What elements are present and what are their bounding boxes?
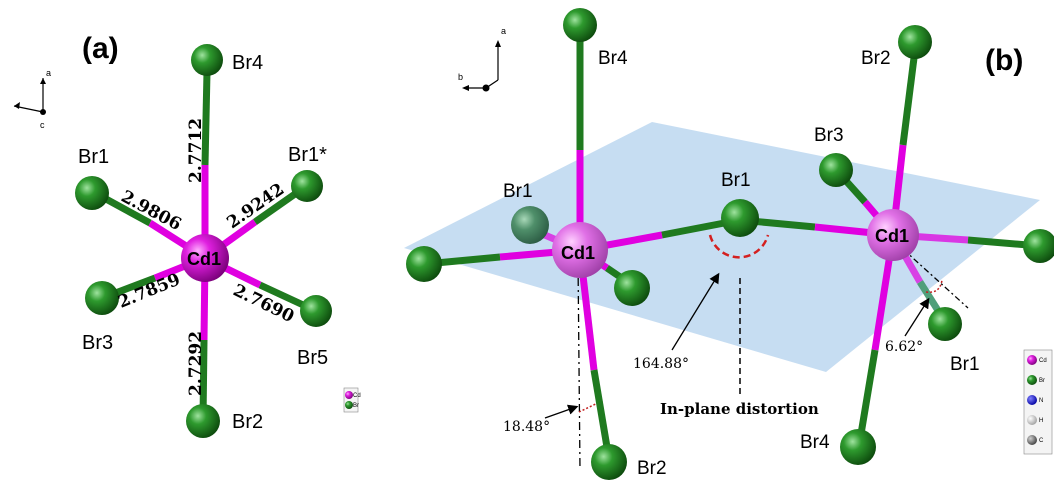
axis-line-left (577, 259, 581, 471)
legend-a-br-icon (345, 401, 353, 409)
axis-arrowhead-left (14, 102, 20, 109)
label-br1-b-bridge: Br1 (721, 170, 751, 191)
label-br1s-a: Br1* (288, 144, 327, 166)
angle-right-text: 6.62° (885, 339, 923, 355)
angle-bridge-text: 164.88° (633, 356, 689, 372)
label-cd1-b-right: Cd1 (875, 226, 909, 246)
label-br2-a: Br2 (232, 411, 263, 433)
atom-br5-a (300, 295, 332, 327)
panel-b-label: (b) (985, 44, 1023, 77)
atom-br3-b-right (819, 153, 853, 187)
bond-b-cdr-br2-br (899, 49, 919, 146)
axis-a-label: a (46, 68, 51, 78)
atom-br1-a (75, 176, 109, 210)
distortion-caption: In-plane distortion (660, 400, 819, 418)
legend-b-c: C (1039, 438, 1044, 444)
axis-b-a-label: a (501, 26, 506, 36)
atom-br-b-far-left (406, 246, 442, 282)
atom-br1-b-bridge (721, 199, 759, 237)
label-br1-b-left: Br1 (503, 181, 533, 202)
axis-b-up-head (495, 40, 501, 47)
legend-a-cd-icon (345, 391, 353, 399)
atom-cd1-b-left (552, 222, 608, 278)
label-br2-b-right: Br2 (861, 48, 891, 69)
bond-cd-br4-br (201, 71, 211, 166)
label-br1-a: Br1 (78, 146, 109, 168)
label-br4-b-left: Br4 (598, 48, 628, 69)
angle-pointer-bridge (671, 272, 720, 351)
atom-br1-b-left (511, 206, 549, 244)
angle-left-text: 18.48° (503, 419, 550, 435)
label-br5-a: Br5 (297, 347, 328, 369)
angle-pointer-right (904, 297, 930, 337)
axis-b-left-head (462, 85, 469, 91)
legend-b-c-icon (1027, 435, 1037, 445)
tilt-arc-left (578, 399, 605, 413)
panel-b: (b) a b (404, 8, 1054, 480)
axis-b-b-label: b (458, 72, 463, 82)
label-br2-b-left: Br2 (637, 458, 667, 479)
atom-br-b-left-front (614, 270, 650, 306)
bond-length-br4: 2.7712 (186, 118, 206, 183)
label-br3-b-right: Br3 (814, 125, 844, 146)
legend-b-n-icon (1027, 395, 1037, 405)
legend-b-h-icon (1027, 415, 1037, 425)
bond-length-br3: 2.7859 (115, 270, 183, 313)
legend-a-br: Br (353, 403, 359, 409)
atom-br4-b-left (563, 8, 597, 42)
axis-c-label: c (40, 120, 45, 130)
legend-b-cd-icon (1027, 355, 1037, 365)
label-br4-a: Br4 (232, 52, 263, 74)
legend-b-br: Br (1039, 378, 1045, 384)
bridge-angle-arc (708, 234, 770, 259)
panel-a: (a) a c (13, 32, 361, 438)
label-br4-b-right: Br4 (800, 432, 830, 453)
atom-br4-a (191, 44, 223, 76)
bond-b-cdl-br2-br (590, 369, 612, 454)
atom-br2-a (186, 404, 220, 438)
label-br1-b-right: Br1 (950, 354, 980, 375)
label-cd1-a: Cd1 (187, 249, 221, 269)
atom-br3-a (85, 281, 119, 315)
atom-br4-b-right (840, 429, 876, 465)
legend-b-br-icon (1027, 375, 1037, 385)
label-br3-a: Br3 (82, 332, 113, 354)
legend-b-h: H (1039, 418, 1043, 424)
atom-br2-b-right (898, 25, 932, 59)
axis-triad-b: a b (458, 26, 506, 92)
atom-br2-b-left (591, 444, 627, 480)
legend-a: Cd Br (343, 387, 361, 413)
angle-pointer-left (544, 404, 579, 419)
atom-cd1-a (181, 234, 229, 282)
atom-br-b-far-right (1023, 229, 1054, 263)
legend-a-cd: Cd (353, 393, 361, 399)
tilt-arc-right (925, 279, 943, 293)
legend-b-n: N (1039, 398, 1043, 404)
bond-length-br2: 2.7292 (186, 331, 206, 396)
axis-triad-a: a c (13, 68, 51, 130)
panel-a-label: (a) (82, 32, 119, 65)
legend-b: Cd Br N H C (1023, 349, 1053, 455)
atom-br1s-a (291, 170, 323, 202)
atom-cd1-b-right (867, 209, 919, 261)
label-cd1-b-left: Cd1 (561, 243, 595, 263)
legend-b-cd: Cd (1039, 358, 1047, 364)
axis-arrowhead-up (40, 78, 46, 84)
bond-b-cdr-br4-br (856, 349, 879, 441)
axis-b-dot (482, 84, 490, 92)
atom-br1-b-right (928, 307, 962, 341)
axis-c-dot (40, 109, 46, 115)
